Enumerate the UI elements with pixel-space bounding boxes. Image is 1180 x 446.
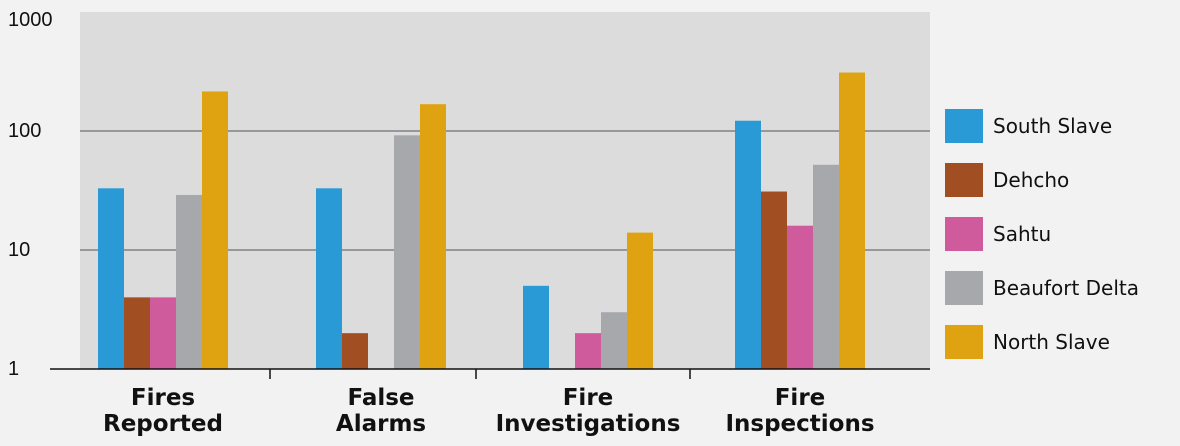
category-label: Reported (103, 411, 223, 437)
legend: South Slave Dehcho Sahtu Beaufort Delta Nort… (945, 109, 1139, 359)
bar (627, 232, 653, 369)
bar (420, 104, 446, 369)
bar (813, 164, 839, 369)
bar (202, 91, 228, 370)
legend-swatch (945, 271, 983, 305)
legend-swatch (945, 163, 983, 197)
legend-label: South Slave (993, 114, 1112, 138)
category-label: Alarms (336, 411, 426, 437)
bar (523, 285, 549, 369)
legend-label: Sahtu (993, 222, 1051, 246)
bar (787, 225, 813, 369)
category-label: Fires (131, 385, 195, 411)
legend-label: Dehcho (993, 168, 1069, 192)
bar (150, 297, 176, 369)
legend-swatch (945, 109, 983, 143)
bar (176, 194, 202, 369)
bar (839, 72, 865, 370)
y-tick-label: 1000 (8, 9, 53, 31)
bar (98, 188, 124, 369)
y-tick-label: 100 (8, 120, 41, 142)
bar (735, 120, 761, 370)
category-label: Fire (563, 385, 614, 411)
category-label: Inspections (725, 411, 874, 437)
bar (342, 333, 368, 369)
bar (316, 188, 342, 369)
y-tick-label: 1 (8, 358, 19, 380)
bar (601, 312, 627, 369)
legend-label: North Slave (993, 330, 1110, 354)
bar (761, 191, 787, 369)
legend-swatch (945, 217, 983, 251)
y-tick-label: 10 (8, 239, 30, 261)
bar (394, 135, 420, 369)
bar (124, 297, 150, 369)
legend-swatch (945, 325, 983, 359)
category-label: Fire (775, 385, 826, 411)
bar (575, 333, 601, 369)
category-label: False (347, 385, 414, 411)
bars (98, 72, 865, 370)
category-label: Investigations (496, 411, 681, 437)
legend-label: Beaufort Delta (993, 276, 1139, 300)
axes: 1101001000FiresReportedFalseAlarmsFireIn… (8, 9, 930, 437)
